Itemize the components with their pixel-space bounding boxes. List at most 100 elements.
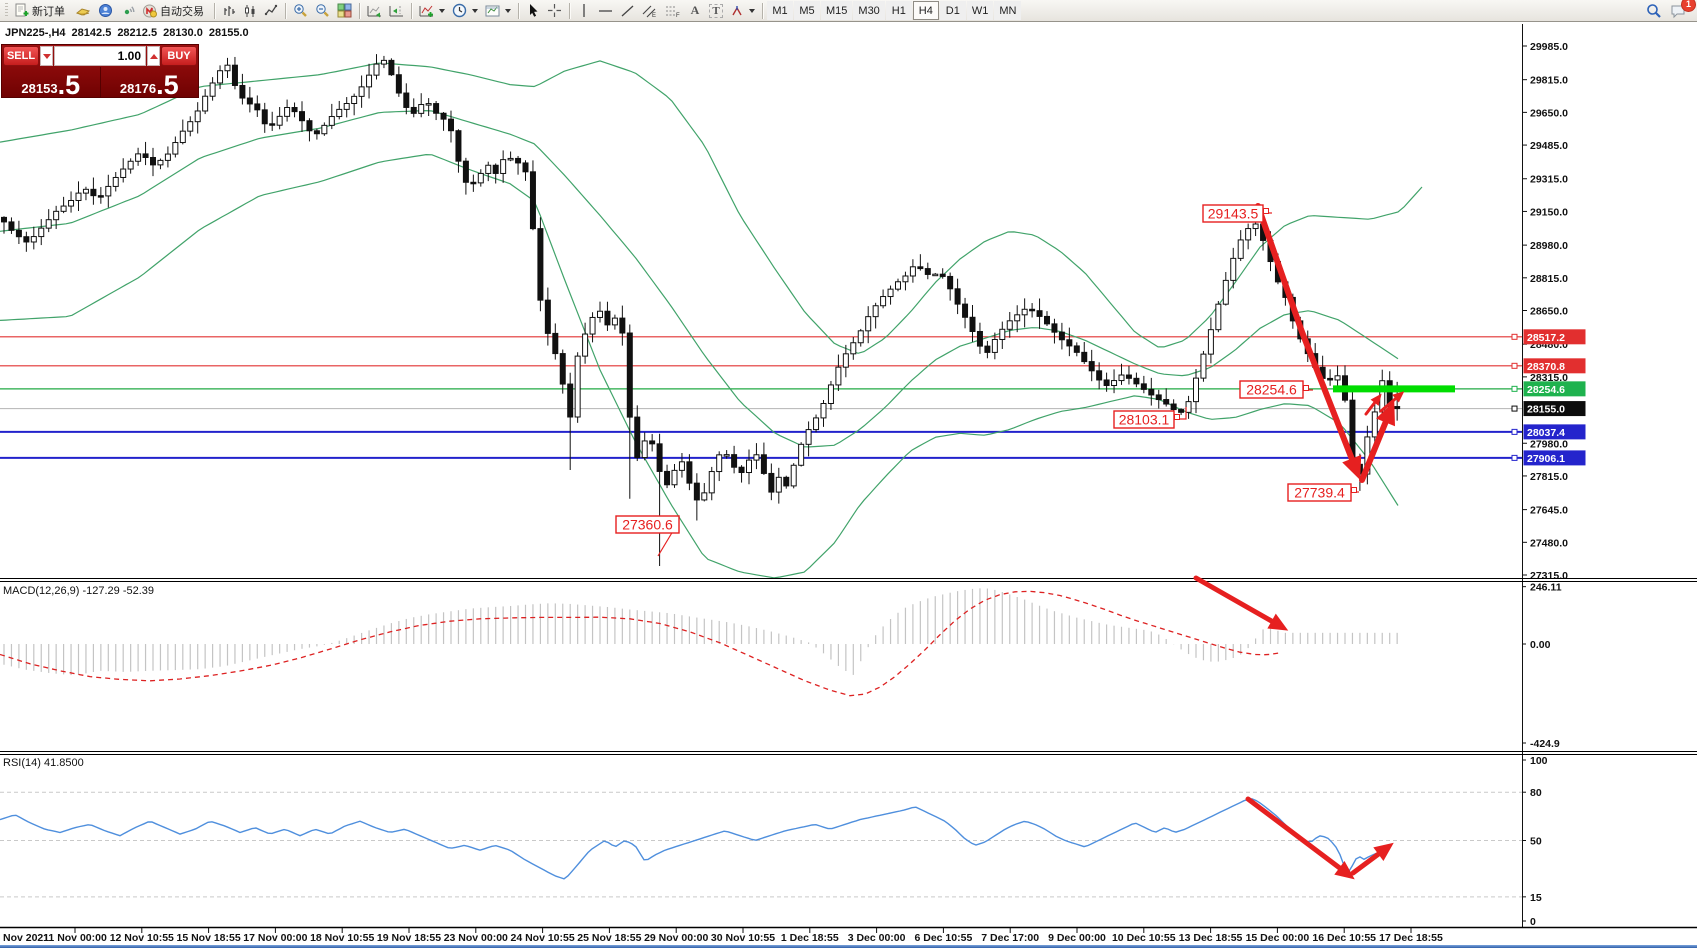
channel-tool-button[interactable]: E bbox=[639, 1, 661, 20]
signal-button[interactable] bbox=[117, 1, 138, 20]
svg-text:0: 0 bbox=[1530, 916, 1536, 928]
price-annotation-label: 28103.1 bbox=[1113, 410, 1175, 429]
crosshair-icon bbox=[548, 4, 561, 17]
svg-text:29985.0: 29985.0 bbox=[1530, 41, 1568, 53]
new-order-button[interactable]: 新订单 bbox=[11, 1, 71, 20]
volume-decrease-button[interactable] bbox=[40, 46, 53, 66]
buy-price[interactable]: 28176.5 bbox=[101, 67, 199, 99]
svg-text:29315.0: 29315.0 bbox=[1530, 174, 1568, 186]
annotations: 29143.5 28254.6 28103.1 27739.4 27360.6 bbox=[615, 203, 1405, 880]
toolbar-separator bbox=[285, 2, 286, 19]
templates-button[interactable] bbox=[482, 1, 514, 20]
periods-dropdown-arrow bbox=[472, 8, 478, 13]
svg-text:28254.6: 28254.6 bbox=[1527, 384, 1565, 396]
candlestick-chart-button[interactable] bbox=[240, 1, 260, 20]
svg-text:15 Nov 18:55: 15 Nov 18:55 bbox=[176, 932, 240, 944]
ohlc-close: 28155.0 bbox=[208, 27, 249, 39]
text-label-tool-icon: T bbox=[709, 3, 723, 18]
timeframe-d1[interactable]: D1 bbox=[939, 1, 966, 20]
cursor-tool-button[interactable] bbox=[523, 1, 543, 20]
timeframe-m5[interactable]: M5 bbox=[794, 1, 820, 20]
timeframe-h4[interactable]: H4 bbox=[912, 1, 939, 20]
svg-text:12 Nov 10:55: 12 Nov 10:55 bbox=[110, 932, 174, 944]
fibonacci-icon: F bbox=[666, 6, 680, 18]
svg-text:16 Dec 10:55: 16 Dec 10:55 bbox=[1312, 932, 1376, 944]
zoom-in-button[interactable] bbox=[290, 1, 311, 20]
auto-trading-button[interactable]: 自动交易 bbox=[139, 1, 210, 20]
crosshair-tool-button[interactable] bbox=[544, 1, 565, 20]
svg-text:18 Nov 10:55: 18 Nov 10:55 bbox=[310, 932, 374, 944]
timeframe-m15[interactable]: M15 bbox=[821, 1, 853, 20]
sell-price[interactable]: 28153.5 bbox=[2, 67, 100, 99]
svg-text:29150.0: 29150.0 bbox=[1530, 206, 1568, 218]
profile-button[interactable] bbox=[95, 1, 116, 20]
volume-increase-button[interactable] bbox=[147, 46, 160, 66]
svg-text:27815.0: 27815.0 bbox=[1530, 471, 1568, 483]
svg-text:F: F bbox=[676, 13, 680, 18]
window-bottom-border bbox=[0, 945, 1697, 948]
auto-trading-icon bbox=[143, 4, 157, 18]
timeframe-m1[interactable]: M1 bbox=[767, 1, 793, 20]
sell-button[interactable]: SELL bbox=[3, 46, 39, 66]
panel-separators bbox=[0, 578, 1697, 929]
vertical-line-tool-button[interactable] bbox=[574, 1, 594, 20]
svg-text:24 Nov 10:55: 24 Nov 10:55 bbox=[510, 932, 574, 944]
templates-icon bbox=[485, 5, 500, 16]
svg-text:27360.6: 27360.6 bbox=[622, 517, 673, 533]
svg-text:29650.0: 29650.0 bbox=[1530, 107, 1568, 119]
fibonacci-tool-button[interactable]: F bbox=[662, 1, 684, 20]
text-label-tool-button[interactable]: T bbox=[706, 1, 726, 20]
tile-windows-button[interactable] bbox=[334, 1, 355, 20]
arrow-shapes-icon bbox=[732, 5, 742, 15]
svg-text:28650.0: 28650.0 bbox=[1530, 306, 1568, 318]
svg-text:28103.1: 28103.1 bbox=[1119, 412, 1170, 428]
toolbar-right-tools: 1 bbox=[1643, 0, 1696, 20]
search-icon bbox=[1647, 3, 1661, 18]
notification-badge: 1 bbox=[1681, 0, 1696, 12]
svg-text:29143.5: 29143.5 bbox=[1208, 206, 1259, 222]
trendline-icon bbox=[621, 5, 634, 16]
auto-trading-label: 自动交易 bbox=[160, 5, 204, 18]
svg-text:28815.0: 28815.0 bbox=[1530, 273, 1568, 285]
trendline-tool-button[interactable] bbox=[617, 1, 638, 20]
equidistant-channel-icon: E bbox=[642, 5, 656, 18]
timeframe-m30[interactable]: M30 bbox=[853, 1, 885, 20]
svg-text:27980.0: 27980.0 bbox=[1530, 438, 1568, 450]
spinner-up-icon bbox=[149, 53, 158, 59]
svg-text:11 Nov 00:00: 11 Nov 00:00 bbox=[43, 932, 107, 944]
toolbar-grip[interactable] bbox=[5, 3, 8, 18]
svg-text:28155.0: 28155.0 bbox=[1527, 404, 1565, 416]
buy-button[interactable]: BUY bbox=[161, 46, 197, 66]
indicators-button[interactable] bbox=[416, 1, 448, 20]
timeframe-h1[interactable]: H1 bbox=[885, 1, 912, 20]
svg-text:15: 15 bbox=[1530, 892, 1542, 904]
line-chart-button[interactable] bbox=[261, 1, 281, 20]
svg-text:27645.0: 27645.0 bbox=[1530, 505, 1568, 517]
volume-input[interactable] bbox=[54, 46, 146, 66]
auto-scroll-button[interactable] bbox=[364, 1, 385, 20]
horizontal-line-tool-button[interactable] bbox=[595, 1, 616, 20]
symbol-name: JPN225-,H4 bbox=[5, 27, 66, 39]
svg-text:13 Dec 18:55: 13 Dec 18:55 bbox=[1179, 932, 1243, 944]
text-tool-button[interactable]: A bbox=[685, 1, 705, 20]
indicators-icon bbox=[419, 5, 433, 17]
timeframe-mn[interactable]: MN bbox=[994, 1, 1022, 20]
svg-text:28315.0: 28315.0 bbox=[1530, 372, 1568, 384]
zoom-in-icon bbox=[294, 4, 307, 17]
svg-text:27739.4: 27739.4 bbox=[1294, 485, 1345, 501]
periods-button[interactable] bbox=[449, 1, 481, 20]
svg-text:27315.0: 27315.0 bbox=[1530, 570, 1568, 582]
chart-shift-button[interactable] bbox=[386, 1, 407, 20]
arrows-tool-button[interactable] bbox=[727, 1, 758, 20]
search-button[interactable] bbox=[1643, 1, 1665, 20]
ohlc-high: 28212.5 bbox=[117, 27, 158, 39]
svg-text:9 Dec 00:00: 9 Dec 00:00 bbox=[1048, 932, 1106, 944]
clock-icon bbox=[452, 3, 467, 18]
zoom-out-button[interactable] bbox=[312, 1, 333, 20]
bar-chart-button[interactable] bbox=[219, 1, 239, 20]
timeframe-w1[interactable]: W1 bbox=[966, 1, 994, 20]
svg-text:7 Dec 17:00: 7 Dec 17:00 bbox=[981, 932, 1039, 944]
metaeditor-button[interactable] bbox=[72, 1, 94, 20]
